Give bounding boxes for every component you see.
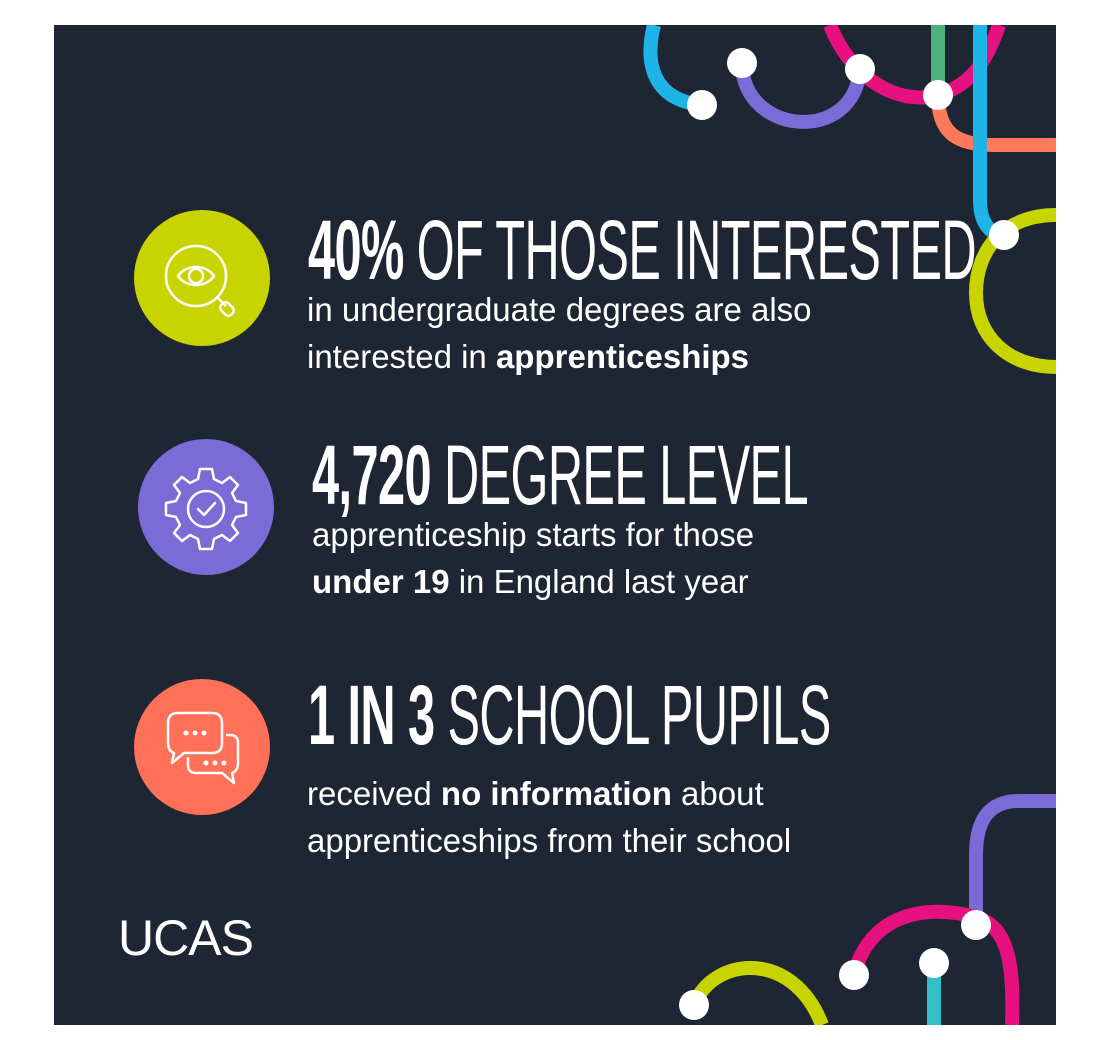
decor-dot — [961, 910, 991, 940]
stat-1-line-1-text: in undergraduate degrees are also — [307, 291, 812, 328]
stat-3-headline-number: 1 IN 3 — [308, 668, 435, 762]
decor-dot — [845, 54, 875, 84]
stat-2-line-2: under 19 in England last year — [312, 558, 749, 605]
stat-1-icon-circle — [134, 210, 270, 346]
decor-dot — [839, 960, 869, 990]
stat-1-headline-text: OF THOSE INTERESTED — [416, 203, 977, 297]
decor-line-lime-right — [968, 208, 1056, 374]
decor-dot — [727, 48, 757, 78]
stat-3-line-1: received no information about — [307, 770, 764, 817]
stat-2-headline: 4,720 DEGREE LEVEL — [312, 433, 809, 517]
stat-3-line-1-bold: no information — [440, 775, 672, 812]
speech-bubbles-icon — [166, 711, 240, 785]
stat-3-line-1-text-a: received — [307, 775, 441, 812]
stat-2-headline-text: DEGREE LEVEL — [443, 428, 809, 522]
decorative-lines — [643, 25, 1056, 1025]
stat-2-headline-number: 4,720 — [312, 428, 432, 522]
stat-3-icon-circle — [134, 679, 270, 815]
stat-3-headline-text: SCHOOL PUPILS — [447, 668, 831, 762]
eye-magnifier-icon — [164, 244, 236, 318]
stat-3-headline: 1 IN 3 SCHOOL PUPILS — [308, 673, 831, 757]
decor-dot — [989, 220, 1019, 250]
decor-line-lime-bottom — [687, 960, 829, 1025]
stat-1-line-2-bold: apprenticeships — [495, 338, 750, 375]
decor-line-orange-top — [931, 94, 1056, 152]
stat-1-headline-number: 40% — [308, 203, 404, 297]
stat-2-line-2-bold: under 19 — [312, 563, 450, 600]
stat-3-line-2: apprenticeships from their school — [307, 817, 791, 864]
stat-3-line-1-text-b: about — [671, 775, 764, 812]
ucas-logo: UCAS — [118, 910, 254, 966]
decor-dot — [687, 90, 717, 120]
decor-line-purple-bottom — [969, 794, 1056, 925]
stat-2-line-1-text: apprenticeship starts for those — [312, 516, 755, 553]
gear-check-icon — [164, 467, 248, 551]
stat-1-line-1: in undergraduate degrees are also — [307, 286, 812, 333]
decor-dot — [923, 80, 953, 110]
stat-2-line-2-text: in England last year — [449, 563, 749, 600]
decor-dot — [679, 990, 709, 1020]
decor-dot — [919, 948, 949, 978]
stat-1-line-2-text: interested in — [307, 338, 496, 375]
stat-3-line-2-text: apprenticeships from their school — [307, 822, 792, 859]
decor-line-purple-top — [735, 64, 867, 129]
stat-1-line-2: interested in apprenticeships — [307, 333, 749, 380]
stat-2-icon-circle — [138, 439, 274, 575]
stat-2-line-1: apprenticeship starts for those — [312, 511, 754, 558]
infographic-card: 40% OF THOSE INTERESTED in undergraduate… — [54, 25, 1056, 1025]
stat-1-headline: 40% OF THOSE INTERESTED — [308, 208, 977, 292]
